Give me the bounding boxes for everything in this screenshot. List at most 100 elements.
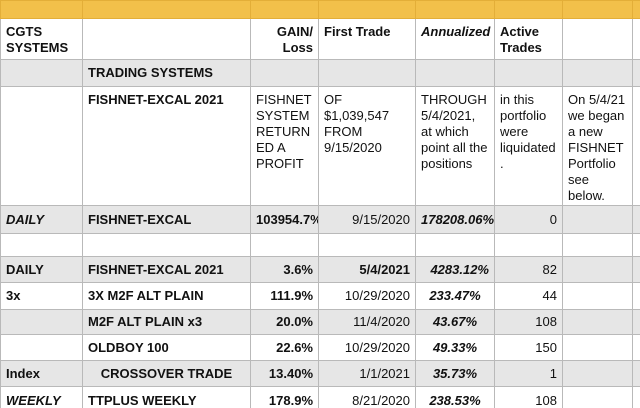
band-cell[interactable] <box>0 0 83 19</box>
row-first-trade[interactable]: 11/4/2020 <box>318 309 416 335</box>
cell[interactable] <box>632 233 640 257</box>
cell[interactable] <box>494 233 563 257</box>
cell[interactable] <box>562 256 633 283</box>
cell[interactable] <box>318 233 416 257</box>
row-annualized[interactable]: 35.73% <box>415 360 495 387</box>
cell[interactable] <box>632 256 640 283</box>
cell[interactable] <box>562 205 633 234</box>
row-gain[interactable]: 13.40% <box>250 360 319 387</box>
cell[interactable] <box>0 233 83 257</box>
row-category[interactable]: Index <box>0 360 83 387</box>
band-cell[interactable] <box>494 0 563 19</box>
row-first-trade[interactable]: 8/21/2020 <box>318 386 416 408</box>
header-annualized[interactable]: Annualized <box>415 18 495 60</box>
cell[interactable] <box>82 233 251 257</box>
cell[interactable] <box>562 309 633 335</box>
cell[interactable] <box>632 360 640 387</box>
cell[interactable] <box>632 334 640 361</box>
cell[interactable] <box>632 386 640 408</box>
row-first-trade[interactable]: 1/1/2021 <box>318 360 416 387</box>
row-first-trade[interactable]: 10/29/2020 <box>318 334 416 361</box>
row-annualized[interactable]: 43.67% <box>415 309 495 335</box>
cell[interactable] <box>0 86 83 206</box>
top-band-row <box>0 0 640 19</box>
cell[interactable] <box>562 334 633 361</box>
row-system[interactable]: FISHNET-EXCAL <box>82 205 251 234</box>
cell[interactable] <box>0 59 83 87</box>
cell[interactable] <box>250 59 319 87</box>
cell[interactable] <box>250 233 319 257</box>
fishnet-note-annualized[interactable]: THROUGH 5/4/2021, at which point all the… <box>415 86 495 206</box>
row-active[interactable]: 0 <box>494 205 563 234</box>
row-system[interactable]: 3X M2F ALT PLAIN <box>82 282 251 310</box>
row-gain[interactable]: 20.0% <box>250 309 319 335</box>
cell[interactable] <box>562 360 633 387</box>
row-gain[interactable]: 111.9% <box>250 282 319 310</box>
row-first-trade[interactable]: 10/29/2020 <box>318 282 416 310</box>
header-empty[interactable] <box>82 18 251 60</box>
cell[interactable] <box>494 59 563 87</box>
band-cell[interactable] <box>318 0 416 19</box>
header-systems[interactable]: CGTS SYSTEMS <box>0 18 83 60</box>
table-row: 3x 3X M2F ALT PLAIN 111.9% 10/29/2020 23… <box>0 282 640 310</box>
header-empty[interactable] <box>562 18 633 60</box>
row-active[interactable]: 108 <box>494 309 563 335</box>
cell[interactable] <box>562 233 633 257</box>
row-annualized[interactable]: 178208.06% <box>415 205 495 234</box>
band-cell[interactable] <box>562 0 633 19</box>
row-active[interactable]: 150 <box>494 334 563 361</box>
row-first-trade[interactable]: 5/4/2021 <box>318 256 416 283</box>
row-system[interactable]: M2F ALT PLAIN x3 <box>82 309 251 335</box>
band-cell[interactable] <box>82 0 251 19</box>
row-annualized[interactable]: 238.53% <box>415 386 495 408</box>
cell[interactable] <box>562 59 633 87</box>
row-annualized[interactable]: 4283.12% <box>415 256 495 283</box>
cell[interactable] <box>562 282 633 310</box>
band-cell[interactable] <box>415 0 495 19</box>
header-first-trade[interactable]: First Trade <box>318 18 416 60</box>
cell[interactable] <box>415 233 495 257</box>
row-category[interactable] <box>0 309 83 335</box>
table-row: WEEKLY TTPLUS WEEKLY 178.9% 8/21/2020 23… <box>0 386 640 408</box>
cell[interactable] <box>632 205 640 234</box>
band-cell[interactable] <box>250 0 319 19</box>
cell[interactable] <box>632 309 640 335</box>
row-category[interactable]: DAILY <box>0 205 83 234</box>
row-annualized[interactable]: 49.33% <box>415 334 495 361</box>
table-row: M2F ALT PLAIN x3 20.0% 11/4/2020 43.67% … <box>0 309 640 335</box>
row-gain[interactable]: 22.6% <box>250 334 319 361</box>
row-category[interactable]: WEEKLY <box>0 386 83 408</box>
cell[interactable] <box>562 386 633 408</box>
section-title[interactable]: TRADING SYSTEMS <box>82 59 251 87</box>
row-gain[interactable]: 103954.7% <box>250 205 319 234</box>
fishnet-note-first-trade[interactable]: OF $1,039,547 FROM 9/15/2020 <box>318 86 416 206</box>
cell[interactable] <box>632 282 640 310</box>
row-category[interactable] <box>0 334 83 361</box>
fishnet-note-active[interactable]: in this portfolio were liquidated . <box>494 86 563 206</box>
row-active[interactable]: 44 <box>494 282 563 310</box>
cell[interactable] <box>318 59 416 87</box>
row-system[interactable]: CROSSOVER TRADE <box>82 360 251 387</box>
row-gain[interactable]: 178.9% <box>250 386 319 408</box>
row-gain[interactable]: 3.6% <box>250 256 319 283</box>
fishnet-note-name[interactable]: FISHNET-EXCAL 2021 <box>82 86 251 206</box>
row-system[interactable]: OLDBOY 100 <box>82 334 251 361</box>
fishnet-note-extra[interactable]: On 5/4/21 we began a new FISHNET Portfol… <box>562 86 633 206</box>
band-cell[interactable] <box>632 0 640 19</box>
row-annualized[interactable]: 233.47% <box>415 282 495 310</box>
row-system[interactable]: TTPLUS WEEKLY <box>82 386 251 408</box>
cell[interactable] <box>632 86 640 206</box>
row-active[interactable]: 108 <box>494 386 563 408</box>
row-category[interactable]: DAILY <box>0 256 83 283</box>
cell[interactable] <box>415 59 495 87</box>
row-first-trade[interactable]: 9/15/2020 <box>318 205 416 234</box>
header-gain[interactable]: GAIN/ Loss <box>250 18 319 60</box>
row-category[interactable]: 3x <box>0 282 83 310</box>
fishnet-note-gain[interactable]: FISHNET SYSTEM RETURN ED A PROFIT <box>250 86 319 206</box>
row-system[interactable]: FISHNET-EXCAL 2021 <box>82 256 251 283</box>
header-active[interactable]: Active Trades <box>494 18 563 60</box>
row-active[interactable]: 82 <box>494 256 563 283</box>
cell[interactable] <box>632 59 640 87</box>
header-empty[interactable] <box>632 18 640 60</box>
row-active[interactable]: 1 <box>494 360 563 387</box>
